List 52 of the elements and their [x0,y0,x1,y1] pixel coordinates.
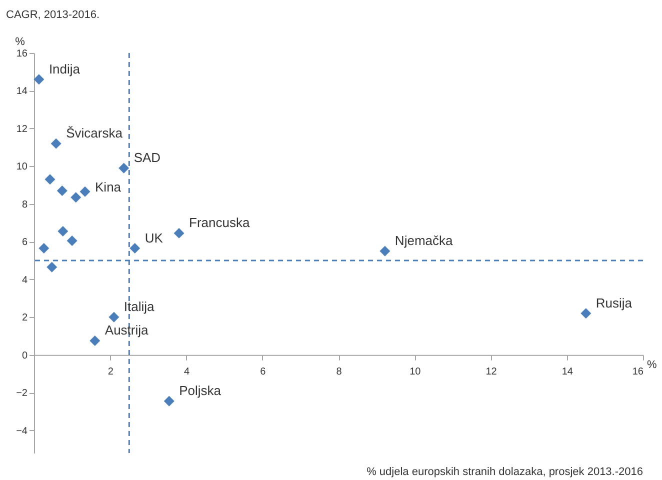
y-tick-label: 8 [22,199,28,210]
x-tick-label: 6 [260,366,266,378]
point [70,192,82,203]
chart-title: CAGR, 2013-2016. [6,9,100,21]
y-tick-label: 12 [16,124,28,135]
point [90,335,100,346]
x-tick-label: 16 [632,366,644,378]
x-tick-label: 4 [184,366,190,378]
point [118,162,130,174]
annotation: Italija [124,299,156,314]
point [580,308,592,319]
annotation: UK [144,230,164,246]
y-tick-label: −4 [16,426,28,437]
annotation: SAD [134,150,161,166]
point [80,186,90,197]
point [34,74,44,85]
annotation: Indija [48,61,81,76]
point [44,174,56,185]
text: % [647,358,657,371]
point [50,138,62,149]
y-tick-label: 10 [16,162,28,173]
point [130,243,140,254]
annotation: Njemačka [394,233,454,248]
y-tick-label: 0 [22,350,28,362]
point [66,235,78,246]
annotation: Kina [95,179,122,194]
point [174,228,184,238]
y-tick-label: 16 [16,48,28,60]
annotation: Austrija [104,322,150,338]
y-tick-label: 4 [22,274,28,286]
point [164,396,174,406]
point [108,312,120,322]
y-tick-label: 6 [22,237,28,248]
annotation: Rusija [596,295,633,310]
y-tick-label: −2 [16,388,28,400]
point [58,226,68,237]
annotation: Švicarska [66,126,124,141]
annotation: Poljska [179,383,222,398]
point [380,246,390,256]
x-tick-label: 10 [410,366,422,378]
point [38,243,50,254]
x-tick-label: 14 [562,366,574,378]
point [56,185,68,196]
y-axis-title: % [15,36,26,48]
x-tick-label: 2 [108,366,114,378]
x-tick-label: 12 [486,366,498,378]
x-axis-title: % udjela europskih stranih dolazaka, prosjek 2013.-2016 [366,466,643,478]
y-tick-label: 2 [22,312,28,324]
y-tick-label: 14 [16,86,28,98]
point [46,262,58,272]
annotation: Francuska [189,215,250,230]
x-tick-label: 8 [336,366,342,378]
